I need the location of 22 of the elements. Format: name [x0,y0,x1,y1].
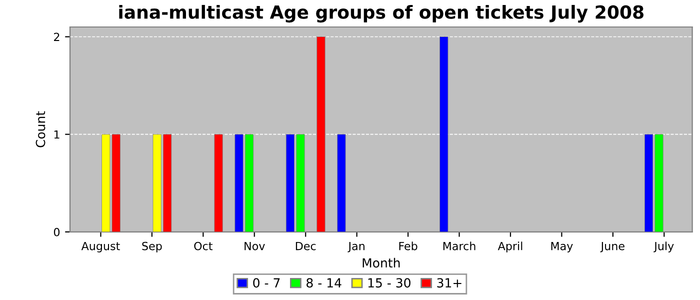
y-tick-label: 2 [54,32,60,41]
x-tick-label: July [654,242,674,252]
x-tick-label: Sep [142,242,162,252]
x-tick-label: Jan [348,242,364,252]
x-tick-label: August [81,242,120,252]
legend-label: 0 - 7 [253,278,280,288]
legend-label: 31+ [437,278,462,288]
x-tick-label: Dec [296,242,316,250]
x-tick-label: March [443,242,476,250]
chart-title: iana-multicast Age groups of open tickets July 2008 [119,4,644,23]
x-tick-label: May [551,242,573,252]
x-axis-title: Month [362,258,400,268]
y-tick-label: 1 [54,130,60,139]
x-tick-label: April [498,242,522,252]
legend-label: 8 - 14 [306,278,342,288]
x-tick-label: Feb [399,242,418,250]
x-tick-label: Nov [244,242,265,250]
x-tick-label: June [600,242,624,252]
y-axis-title: Count [36,111,46,148]
x-tick-label: Oct [194,242,213,250]
legend-label: 15 - 30 [368,278,410,288]
y-tick-label: 0 [54,228,60,236]
